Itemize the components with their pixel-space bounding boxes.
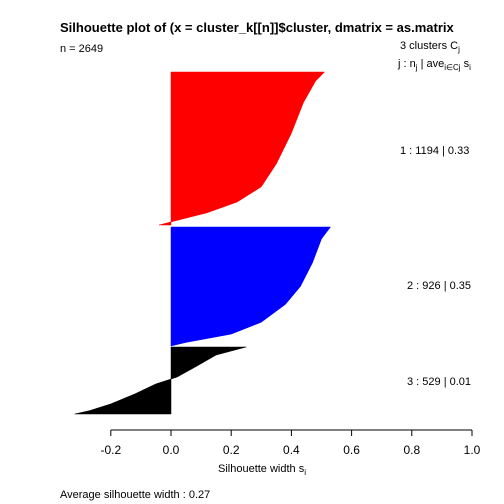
- x-tick-label: 0.0: [163, 443, 180, 457]
- average-silhouette: Average silhouette width : 0.27: [60, 489, 211, 501]
- x-tick-label: 0.8: [403, 443, 420, 457]
- clusters-header: 3 clusters Cj: [400, 40, 460, 55]
- silhouette-bar-cluster-3: [74, 346, 247, 415]
- column-header: j : nj | avei∈Cj si: [398, 58, 471, 73]
- x-tick-label: 0.6: [343, 443, 360, 457]
- cluster-1-label: 1 : 1194 | 0.33: [400, 145, 470, 157]
- x-tick-label: 0.4: [283, 443, 300, 457]
- silhouette-bars: [74, 71, 332, 415]
- silhouette-bar-cluster-2: [170, 226, 332, 347]
- x-axis: -0.2 0.0 0.2 0.4 0.6 0.8 1.0: [100, 429, 481, 457]
- cluster-3-label: 3 : 529 | 0.01: [407, 376, 472, 388]
- silhouette-bar-cluster-1: [158, 71, 326, 226]
- x-axis-label: Silhouette width si: [218, 463, 306, 478]
- x-tick-label: 0.2: [223, 443, 240, 457]
- x-tick-label: 1.0: [464, 443, 481, 457]
- x-tick-label: -0.2: [100, 443, 121, 457]
- sample-count: n = 2649: [60, 43, 104, 55]
- chart-title: Silhouette plot of (x = cluster_k[[n]]$c…: [60, 20, 454, 35]
- cluster-2-label: 2 : 926 | 0.35: [407, 280, 472, 292]
